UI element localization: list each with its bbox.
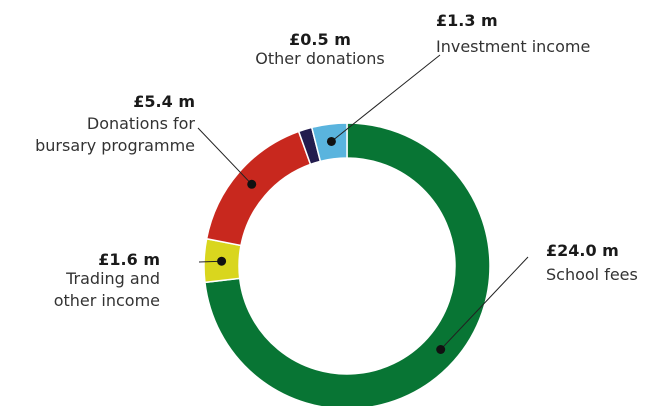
leader-line-school-fees [440,256,529,350]
leader-line-investment-income [331,54,441,142]
category-label-investment-income: Investment income [436,37,590,56]
value-label-trading-and-other-income: £1.6 m [98,250,160,269]
category-label-other-donations: Other donations [255,49,384,68]
slice-donations-for-bursary-programme [205,130,312,247]
value-label-donations-for-bursary-programme: £5.4 m [133,92,195,111]
value-label-school-fees: £24.0 m [546,241,619,260]
category-label-trading-and-other-income-line-1: Trading and [65,269,160,288]
leader-dot-school-fees [436,344,446,354]
category-label-donations-for-bursary-programme-line-2: bursary programme [35,136,195,155]
leader-dot-trading-and-other-income [217,256,227,266]
donut-slices [203,122,491,406]
leader-lines [197,54,529,354]
value-label-investment-income: £1.3 m [436,11,498,30]
value-label-other-donations: £0.5 m [289,30,351,49]
slice-school-fees [204,122,491,406]
leader-line-donations-for-bursary-programme [197,127,253,185]
leader-dot-donations-for-bursary-programme [247,179,257,189]
category-label-trading-and-other-income-line-2: other income [54,291,160,310]
leader-dot-investment-income [326,136,336,146]
category-label-donations-for-bursary-programme-line-1: Donations for [87,114,196,133]
category-label-school-fees: School fees [546,265,638,284]
